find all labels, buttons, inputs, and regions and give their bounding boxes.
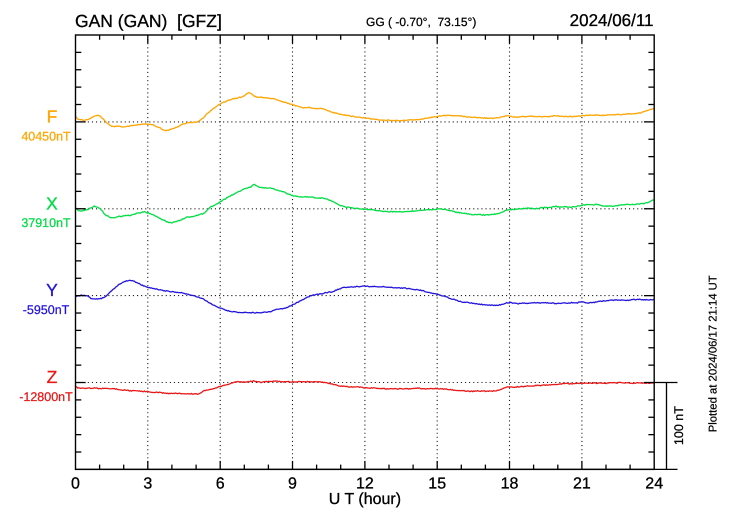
svg-text:9: 9 xyxy=(288,476,297,493)
svg-text:15: 15 xyxy=(428,476,446,493)
svg-text:Y: Y xyxy=(46,280,58,300)
svg-text:Plotted at 2024/06/17 21:14 UT: Plotted at 2024/06/17 21:14 UT xyxy=(707,275,719,432)
svg-text:X: X xyxy=(46,193,58,213)
svg-text:6: 6 xyxy=(216,476,225,493)
svg-text:0: 0 xyxy=(71,476,80,493)
svg-text:24: 24 xyxy=(645,476,663,493)
svg-text:-12800nT: -12800nT xyxy=(19,390,73,404)
svg-text:2024/06/11: 2024/06/11 xyxy=(570,11,654,30)
svg-text:Z: Z xyxy=(47,367,58,387)
svg-text:U T (hour): U T (hour) xyxy=(329,491,401,508)
svg-text:3: 3 xyxy=(143,476,152,493)
svg-text:12: 12 xyxy=(356,476,374,493)
svg-text:21: 21 xyxy=(573,476,591,493)
svg-text:40450nT: 40450nT xyxy=(21,129,71,143)
svg-text:GG ( -0.70°, 73.15°): GG ( -0.70°, 73.15°) xyxy=(366,15,476,29)
svg-text:100 nT: 100 nT xyxy=(672,406,686,445)
svg-text:GAN (GAN) [GFZ]: GAN (GAN) [GFZ] xyxy=(75,11,222,31)
svg-text:37910nT: 37910nT xyxy=(21,216,71,230)
svg-text:-5950nT: -5950nT xyxy=(23,303,70,317)
svg-text:18: 18 xyxy=(501,476,519,493)
svg-text:F: F xyxy=(47,106,58,126)
